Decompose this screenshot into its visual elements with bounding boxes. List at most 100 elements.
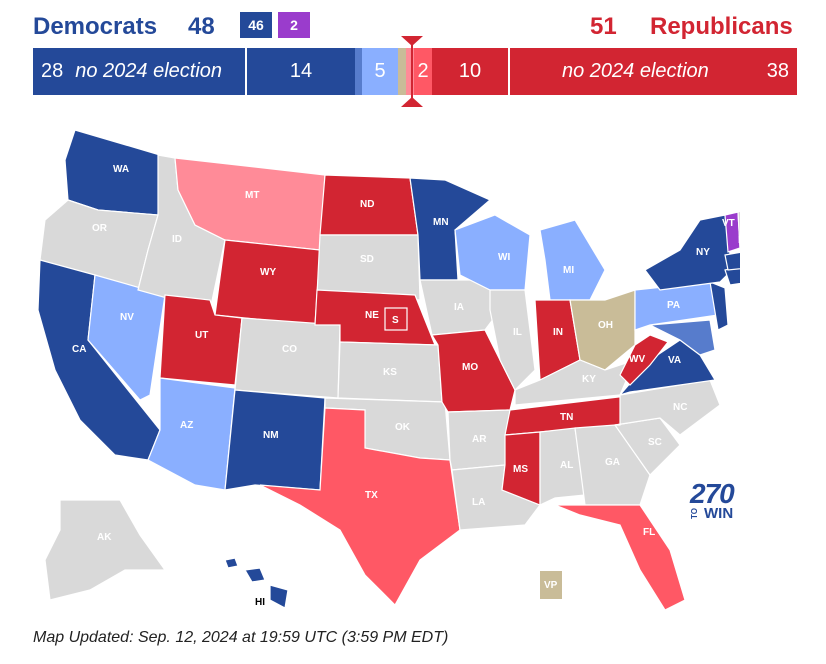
state-NC[interactable] bbox=[614, 379, 721, 436]
state-KY[interactable] bbox=[514, 359, 637, 406]
label-MO: MO bbox=[462, 362, 478, 373]
label-SD: SD bbox=[360, 254, 374, 265]
header: Democrats 48 46 2 51 Republicans bbox=[0, 0, 826, 46]
label-MN: MN bbox=[433, 217, 449, 228]
dem-not-up-count: 28 bbox=[41, 60, 64, 82]
label-NC: NC bbox=[673, 402, 687, 413]
state-HI[interactable] bbox=[224, 557, 289, 609]
label-IN: IN bbox=[553, 327, 563, 338]
label-SC: SC bbox=[648, 437, 662, 448]
state-WY[interactable] bbox=[214, 239, 321, 326]
us-senate-map: WA OR CA NV ID MT WY UT AZ CO NM ND SD N… bbox=[20, 129, 786, 620]
seat-balance-bar: 28 no 2024 election 14 5 2 10 no 2024 el… bbox=[33, 48, 797, 95]
label-NM: NM bbox=[263, 430, 279, 441]
dem-not-up-segment: 28 no 2024 election bbox=[33, 48, 245, 95]
state-FL[interactable] bbox=[554, 504, 686, 611]
rep-not-up-text: no 2024 election bbox=[562, 60, 709, 82]
state-AL[interactable] bbox=[539, 427, 586, 506]
majority-marker-top-icon bbox=[401, 36, 423, 46]
rep-lean-segment bbox=[406, 48, 414, 95]
state-TX[interactable] bbox=[259, 407, 461, 606]
label-CA: CA bbox=[72, 344, 86, 355]
state-MD[interactable] bbox=[647, 319, 716, 356]
label-HI: HI bbox=[255, 597, 265, 608]
state-GA[interactable] bbox=[574, 424, 651, 506]
label-MI: MI bbox=[563, 265, 574, 276]
label-NV: NV bbox=[120, 312, 134, 323]
majority-marker-bottom-icon bbox=[401, 97, 423, 107]
state-NE-S[interactable] bbox=[384, 307, 408, 331]
republicans-label: Republicans bbox=[650, 13, 793, 40]
dem-safe-count: 14 bbox=[289, 60, 313, 82]
dem-lean-segment: 5 bbox=[362, 48, 398, 95]
democrats-total: 48 bbox=[188, 13, 215, 40]
label-ND: ND bbox=[360, 199, 374, 210]
label-AK: AK bbox=[97, 532, 112, 543]
state-WV[interactable] bbox=[619, 334, 669, 386]
label-NE: NE bbox=[365, 310, 379, 321]
logo-win: WIN bbox=[704, 505, 734, 522]
state-VP[interactable] bbox=[540, 571, 562, 599]
majority-line bbox=[411, 44, 413, 98]
label-KS: KS bbox=[383, 367, 397, 378]
dem-safe-segment: 14 bbox=[247, 48, 355, 95]
state-MN[interactable] bbox=[409, 177, 492, 281]
label-KY: KY bbox=[582, 374, 596, 385]
label-TN: TN bbox=[560, 412, 573, 423]
state-SD[interactable] bbox=[316, 234, 421, 301]
label-WA: WA bbox=[113, 164, 129, 175]
label-WY: WY bbox=[260, 267, 276, 278]
map-updated-note: Map Updated: Sep. 12, 2024 at 19:59 UTC … bbox=[33, 629, 449, 646]
state-AK[interactable] bbox=[44, 499, 167, 601]
label-LA: LA bbox=[472, 497, 485, 508]
state-CO[interactable] bbox=[234, 317, 341, 399]
state-WI[interactable] bbox=[454, 214, 531, 291]
label-ID: ID bbox=[172, 234, 182, 245]
label-IA: IA bbox=[454, 302, 464, 313]
label-IL: IL bbox=[513, 327, 522, 338]
label-NH: NH bbox=[738, 235, 740, 246]
logo-number: 270 bbox=[690, 478, 735, 509]
dem-not-up-text: no 2024 election bbox=[75, 60, 223, 82]
rep-likely-segment: 2 bbox=[414, 48, 432, 95]
label-TX: TX bbox=[365, 490, 378, 501]
rep-not-up-segment: no 2024 election 38 bbox=[510, 48, 797, 95]
state-NY[interactable] bbox=[644, 214, 733, 291]
democrats-label: Democrats bbox=[33, 13, 158, 40]
rep-safe-count: 10 bbox=[458, 60, 482, 82]
label-UT: UT bbox=[195, 330, 208, 341]
dem-lean-count: 5 bbox=[374, 60, 386, 82]
label-GA: GA bbox=[605, 457, 620, 468]
rep-likely-count: 2 bbox=[417, 60, 429, 82]
state-NJ[interactable] bbox=[709, 281, 729, 331]
label-WI: WI bbox=[498, 252, 510, 263]
label-MS: MS bbox=[513, 464, 528, 475]
label-MT: MT bbox=[245, 190, 259, 201]
label-CO: CO bbox=[282, 344, 297, 355]
independents-badge: 2 bbox=[278, 12, 310, 38]
label-AL: AL bbox=[560, 460, 573, 471]
logo-to: TO bbox=[690, 508, 699, 519]
label-FL: FL bbox=[643, 527, 655, 538]
state-AZ[interactable] bbox=[147, 377, 236, 491]
label-AZ: AZ bbox=[180, 420, 193, 431]
label-NE-S: S bbox=[392, 315, 399, 326]
dem-likely-segment bbox=[355, 48, 362, 95]
label-NY: NY bbox=[696, 247, 710, 258]
state-MS[interactable] bbox=[501, 431, 541, 506]
democrats-badge: 46 bbox=[240, 12, 272, 38]
270towin-logo[interactable]: 270 TO WIN bbox=[690, 478, 740, 524]
state-MI[interactable] bbox=[539, 219, 606, 301]
label-VT: VT bbox=[722, 218, 735, 229]
label-AR: AR bbox=[472, 434, 487, 445]
label-OK: OK bbox=[395, 422, 411, 433]
label-VP: VP bbox=[544, 580, 558, 591]
label-VA: VA bbox=[668, 355, 681, 366]
label-OR: OR bbox=[92, 223, 108, 234]
rep-safe-segment: 10 bbox=[432, 48, 508, 95]
republicans-total: 51 bbox=[590, 13, 617, 40]
rep-not-up-count: 38 bbox=[766, 60, 789, 82]
label-PA: PA bbox=[667, 300, 680, 311]
label-OH: OH bbox=[598, 320, 613, 331]
label-WV: WV bbox=[629, 354, 645, 365]
